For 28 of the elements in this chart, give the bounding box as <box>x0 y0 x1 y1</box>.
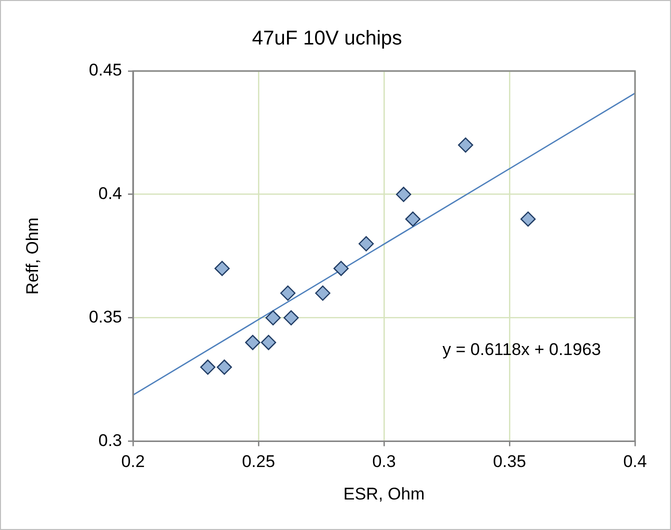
point <box>216 360 232 375</box>
x-tick-label: 0.2 <box>121 452 145 472</box>
y-axis-title: Reff, Ohm <box>22 218 42 295</box>
point <box>358 236 374 252</box>
point <box>200 360 216 375</box>
y-tick-label: 0.45 <box>88 60 122 80</box>
x-tick-label: 0.25 <box>242 452 276 472</box>
x-axis-title: ESR, Ohm <box>343 484 425 504</box>
annotation: y = 0.6118x + 0.1963 <box>442 340 601 360</box>
point <box>280 286 296 301</box>
point <box>260 334 276 350</box>
point <box>284 310 299 326</box>
point <box>520 211 536 227</box>
y-tick-label: 0.3 <box>98 430 122 450</box>
point <box>315 286 330 301</box>
x-tick-label: 0.4 <box>623 452 647 472</box>
point <box>458 137 474 153</box>
chart-title: 47uF 10V uchips <box>252 28 402 50</box>
y-tick-label: 0.4 <box>98 184 122 204</box>
point <box>396 186 412 202</box>
point <box>214 260 230 276</box>
x-tick-label: 0.35 <box>492 452 526 472</box>
x-tick-label: 0.3 <box>372 452 396 472</box>
point <box>333 260 349 276</box>
y-tick-label: 0.35 <box>88 307 122 326</box>
point <box>265 310 281 326</box>
point <box>405 211 420 227</box>
point <box>245 334 260 350</box>
